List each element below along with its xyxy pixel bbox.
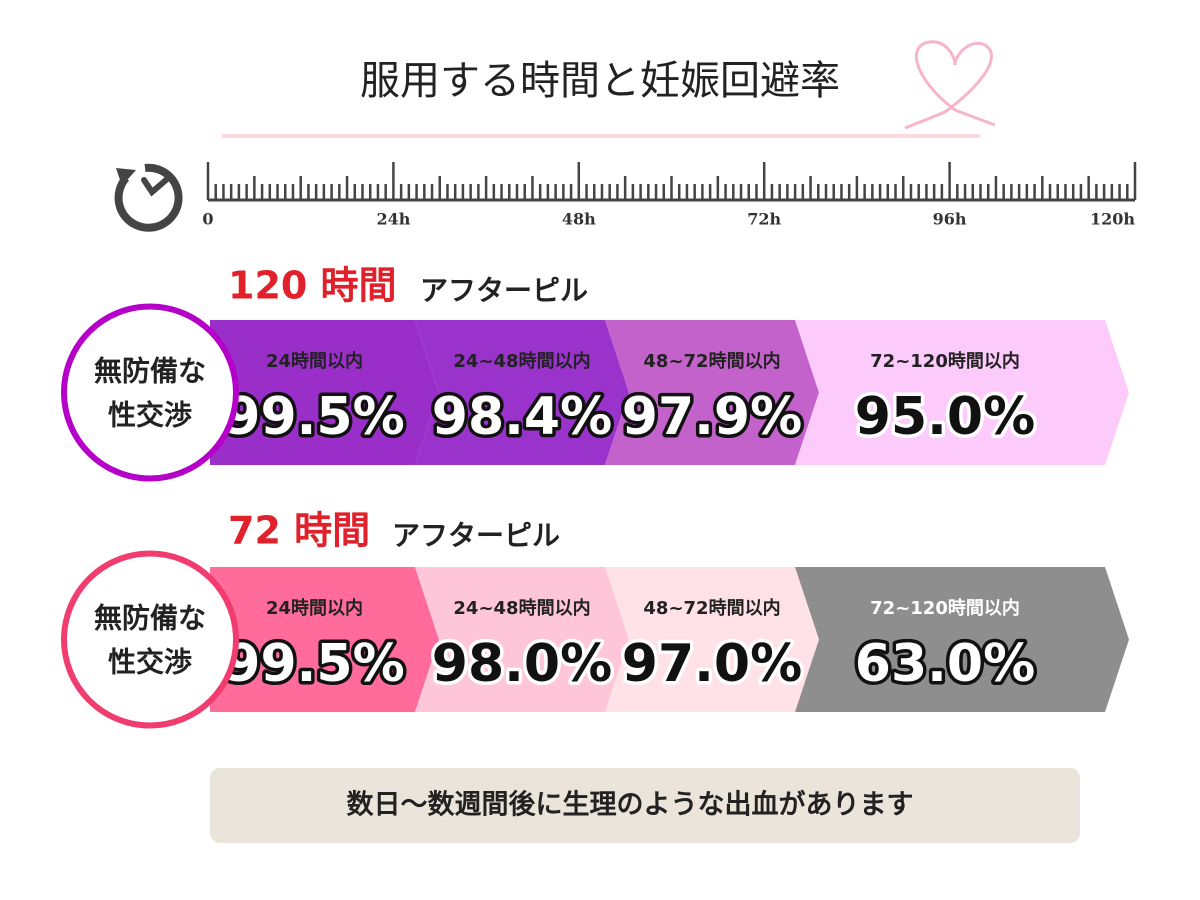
segment-arrow xyxy=(415,320,629,465)
hours-label: 72 時間 xyxy=(228,509,370,553)
segment-arrow xyxy=(210,320,439,465)
hours-label: 120 時間 xyxy=(228,264,397,308)
segment-value: 63.0% xyxy=(855,634,1035,694)
heart-decoration xyxy=(904,40,996,130)
clock-icon xyxy=(114,163,183,232)
note-box xyxy=(210,768,1080,843)
segment-arrow xyxy=(795,567,1129,712)
segment-label: 48~72時間以内 xyxy=(643,350,780,372)
sections: 120 時間 アフターピル24時間以内99.5%24~48時間以内98.4%48~… xyxy=(61,264,1129,729)
condition-text: 無防備な xyxy=(94,602,206,635)
segment-value: 95.0% xyxy=(855,387,1035,447)
section: 72 時間 アフターピル 24時間以内 99.5% 24~48時間以内 98.0% 48~7… xyxy=(61,509,1129,729)
segment-arrow xyxy=(605,567,819,712)
segment-arrow xyxy=(795,320,1129,465)
pill-label: アフターピル xyxy=(392,519,560,552)
condition-text: 性交渉 xyxy=(108,399,192,432)
timeline-ruler: 0 24h 48h 72h 96h 120h xyxy=(202,162,1137,229)
title: 服用する時間と妊娠回避率 xyxy=(360,58,840,104)
pill-label: アフターピル xyxy=(420,274,588,307)
segment-arrow xyxy=(415,567,629,712)
ruler-label: 96h xyxy=(933,210,967,229)
segment-value: 99.5% xyxy=(224,387,404,447)
segment-value: 98.4% xyxy=(432,387,612,447)
segment-label: 48~72時間以内 xyxy=(643,597,780,619)
condition-text: 無防備な xyxy=(94,355,206,388)
segment-value: 98.0% xyxy=(432,634,612,694)
ruler-label: 72h xyxy=(747,210,781,229)
segment-label: 24時間以内 xyxy=(266,350,363,372)
condition-circle xyxy=(61,550,239,729)
segment-label: 72~120時間以内 xyxy=(870,350,1020,372)
segment-value: 99.5% xyxy=(224,634,404,694)
segment-label: 24~48時間以内 xyxy=(453,597,590,619)
segment-label: 24時間以内 xyxy=(266,597,363,619)
segment-label: 72~120時間以内 xyxy=(870,597,1020,619)
segment-arrow xyxy=(210,567,439,712)
condition-text: 性交渉 xyxy=(108,646,192,679)
condition-circle xyxy=(61,303,239,482)
segment-arrow xyxy=(605,320,819,465)
ruler-label: 24h xyxy=(376,210,410,229)
section: 120 時間 アフターピル 24時間以内 99.5% 24~48時間以内 98.4% 48~… xyxy=(61,264,1129,482)
segment-value: 97.0% xyxy=(622,634,802,694)
ruler-label: 0 xyxy=(202,210,213,229)
segment-value: 97.9% xyxy=(622,387,802,447)
note: 数日〜数週間後に生理のような出血があります xyxy=(347,789,914,821)
ruler-label: 120h xyxy=(1090,210,1135,229)
segment-label: 24~48時間以内 xyxy=(453,350,590,372)
ruler-label: 48h xyxy=(562,210,596,229)
